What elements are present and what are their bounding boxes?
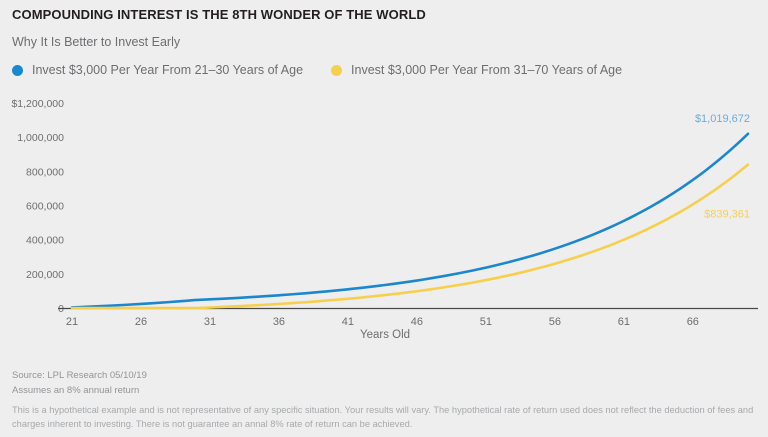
compound-interest-line-chart: 0200,000400,000600,000800,0001,000,000$1…: [0, 90, 768, 340]
series-line-1: [70, 132, 750, 309]
x-axis-tick-label: 31: [204, 316, 216, 328]
x-axis-title: Years Old: [360, 329, 410, 340]
series-end-label-2: $839,361: [704, 209, 750, 221]
legend-item-series-1[interactable]: Invest $3,000 Per Year From 21–30 Years …: [12, 63, 303, 77]
page-subtitle: Why It Is Better to Invest Early: [12, 35, 181, 49]
y-axis-tick-label: 400,000: [26, 235, 64, 247]
x-axis-tick-label: 51: [480, 316, 492, 328]
y-axis-tick-label: 600,000: [26, 201, 64, 213]
x-axis-tick-label: 61: [618, 316, 630, 328]
x-axis-tick-label: 66: [687, 316, 699, 328]
footer: Source: LPL Research 05/10/19 Assumes an…: [12, 368, 758, 431]
circle-marker-icon: [331, 64, 343, 76]
page-title: COMPOUNDING INTEREST IS THE 8TH WONDER O…: [12, 7, 426, 22]
y-axis-tick-label: $1,200,000: [11, 98, 64, 110]
x-axis-tick-label: 26: [135, 316, 147, 328]
circle-marker-icon: [12, 64, 23, 76]
legend-item-label: Invest $3,000 Per Year From 31–70 Years …: [351, 63, 623, 77]
series-line-2: [70, 163, 750, 310]
series-end-labels: $1,019,672 $839,361: [695, 113, 750, 221]
x-axis-tick-label: 21: [66, 316, 78, 328]
x-axis-tick-label: 41: [342, 316, 354, 328]
legend-item-label: Invest $3,000 Per Year From 21–30 Years …: [32, 63, 304, 77]
y-axis-tick-label: 200,000: [26, 269, 64, 281]
x-axis-tick-labels: 21 26 31 36 41 46 51 56 61 66: [66, 316, 699, 328]
assumption-line: Assumes an 8% annual return: [12, 385, 140, 396]
x-axis-tick-label: 46: [411, 316, 423, 328]
series-end-label-1: $1,019,672: [695, 113, 750, 125]
y-axis-tick-label: 1,000,000: [17, 132, 64, 144]
source-line: Source: LPL Research 05/10/19: [12, 370, 147, 381]
chart-legend: Invest $3,000 Per Year From 21–30 Years …: [12, 63, 622, 77]
y-axis-tick-labels: 0200,000400,000600,000800,0001,000,000$1…: [11, 98, 64, 315]
chart-series-group: [70, 132, 750, 310]
chart-canvas: 0200,000400,000600,000800,0001,000,000$1…: [11, 98, 758, 340]
x-axis-tick-label: 36: [273, 316, 285, 328]
legend-item-series-2[interactable]: Invest $3,000 Per Year From 31–70 Years …: [331, 63, 622, 77]
x-axis-tick-label: 56: [549, 316, 561, 328]
disclaimer-text: This is a hypothetical example and is no…: [12, 405, 754, 429]
y-axis-tick-label: 800,000: [26, 166, 64, 178]
